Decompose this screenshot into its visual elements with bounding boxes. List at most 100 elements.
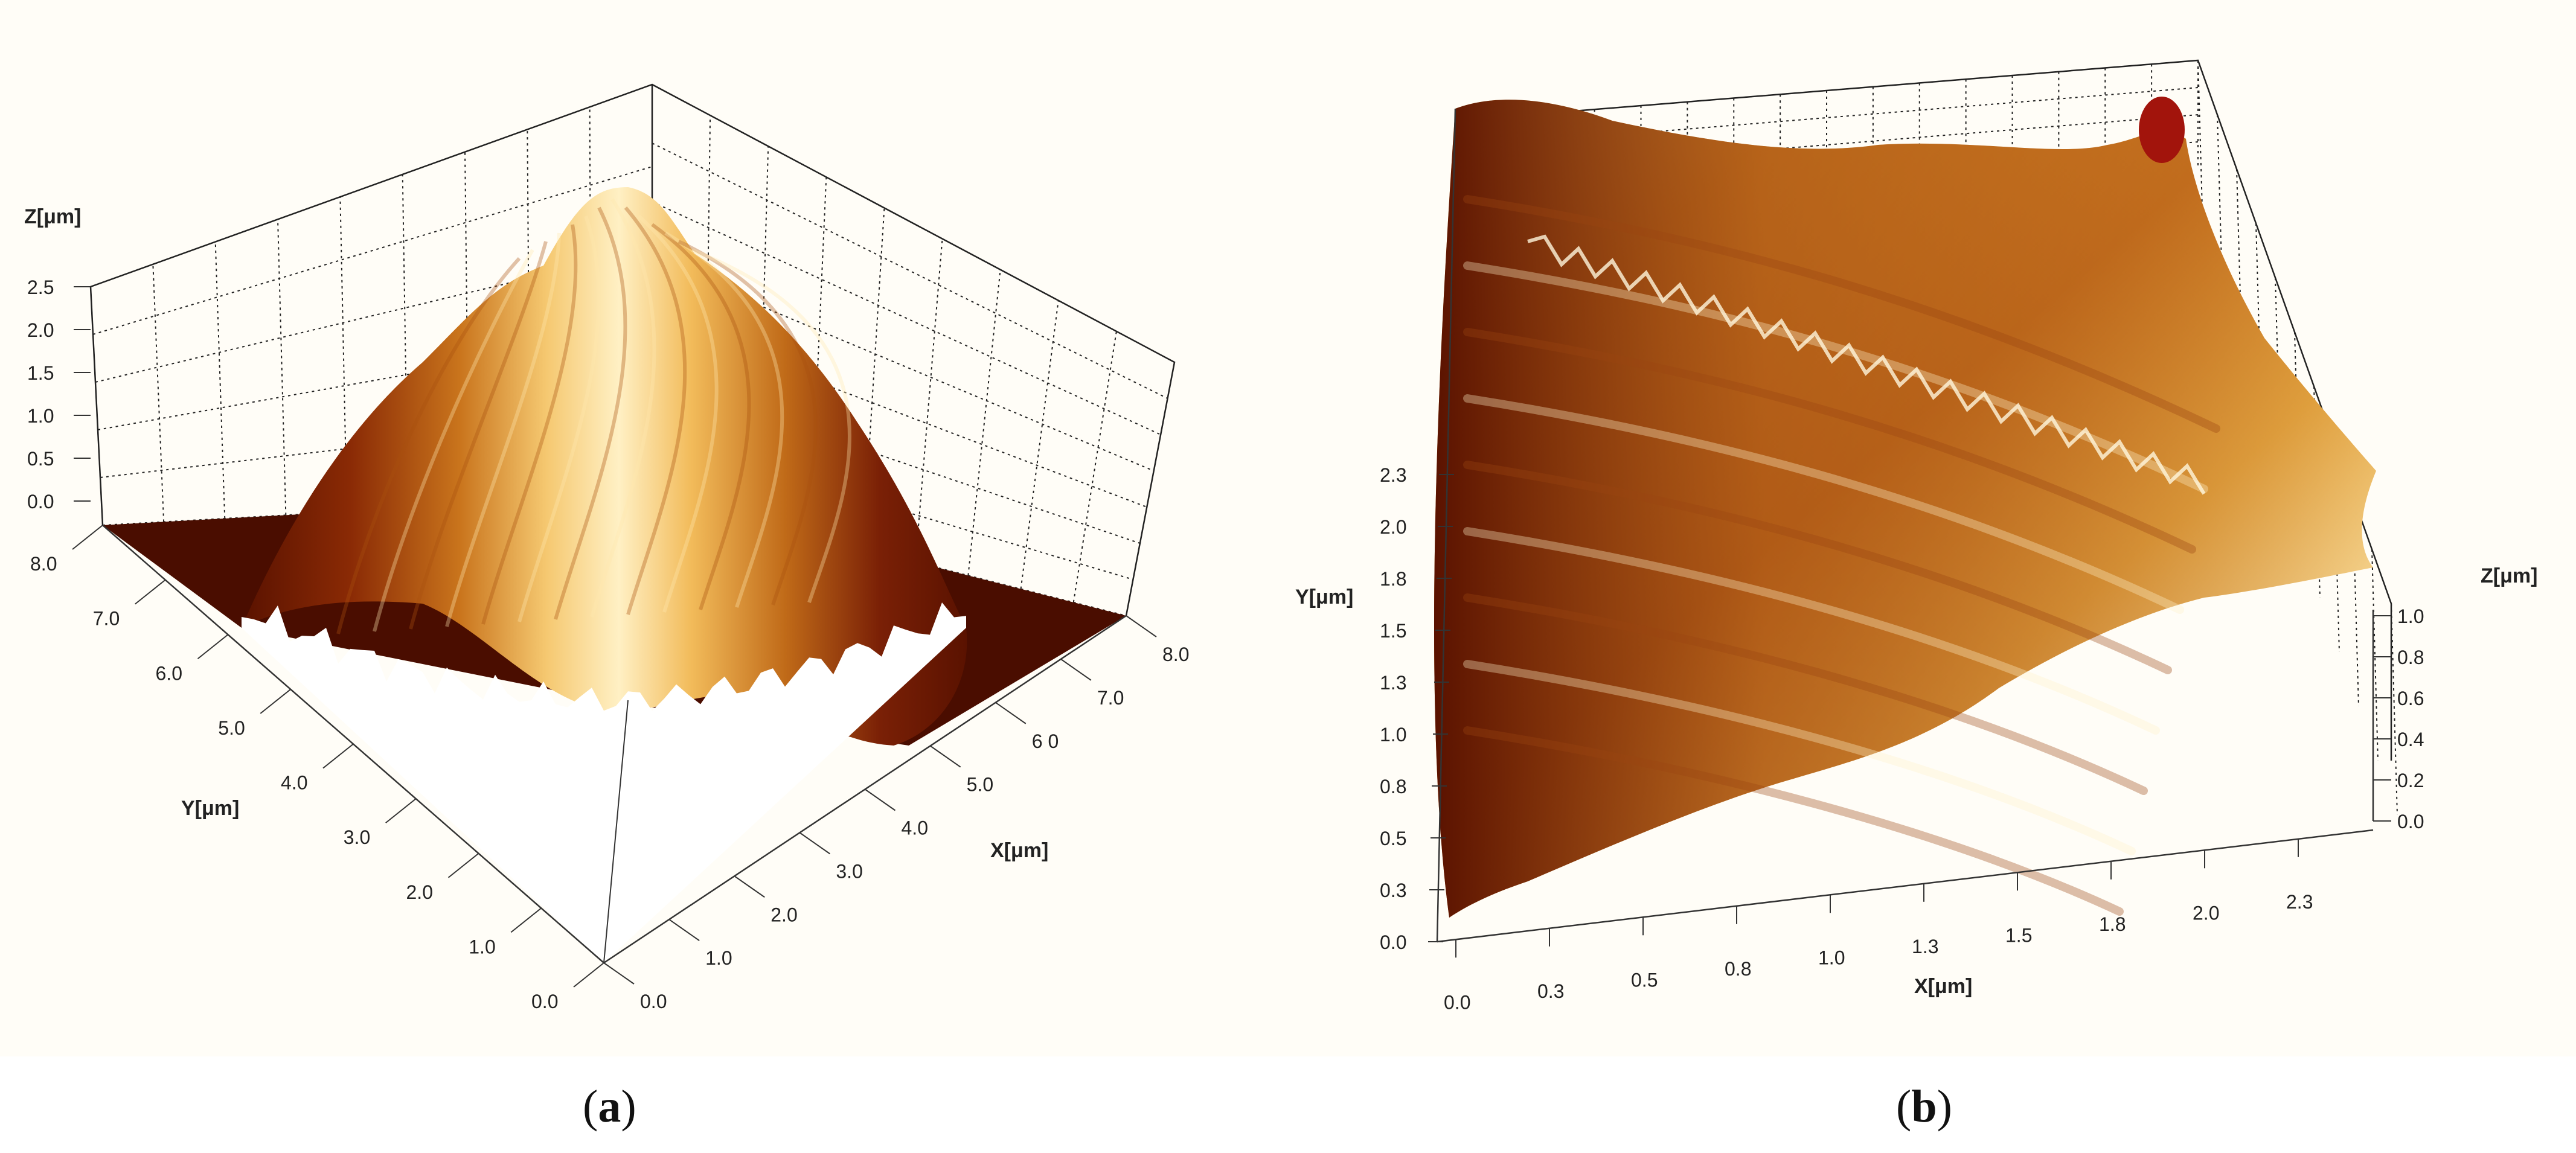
grid-line-a-backleft-v: [214, 241, 226, 519]
y-tick-label-a: 5.0: [218, 717, 245, 739]
y-tick-a: [510, 907, 542, 933]
grid-line-a-backright-h: [652, 318, 1147, 508]
y-tick-a: [322, 743, 354, 769]
y-tick-label-b: 2.3: [1380, 464, 1406, 486]
surface-a-streak: [678, 240, 818, 605]
y-tick-a: [197, 634, 229, 660]
surface-b-ridge: [1463, 328, 2196, 554]
x-tick-a: [930, 745, 961, 768]
y-tick-label-a: 3.0: [344, 826, 370, 848]
z-tick-label-b: 1.0: [2397, 605, 2424, 627]
x-tick-label-a: 4.0: [902, 817, 928, 839]
x-tick-label-a: 3.0: [836, 860, 862, 882]
chart-a-ticks: 0.0 1.0 2.0 3.0 4.0 5.0 6 0 7.0 8.0 0.0 1.0 2.0 3.0 4…: [27, 276, 1189, 1012]
surface-a-streak: [445, 232, 561, 627]
grid-line-b-right-v: [2371, 549, 2379, 761]
y-tick-a: [385, 798, 417, 823]
surface-b-peak-spot: [2139, 97, 2185, 163]
y-tick-label-b: 1.5: [1380, 620, 1406, 642]
chart-b-surface: [1434, 97, 2376, 918]
surface-b-ridge: [1463, 461, 2172, 674]
grid-line-a-backleft-v: [277, 219, 287, 516]
chart-a-surface: [103, 187, 1126, 963]
x-tick-label-b: 2.0: [2193, 902, 2219, 924]
y-tick-label-b: 2.0: [1380, 516, 1406, 538]
x-tick-label-b: 1.0: [1818, 947, 1845, 968]
surface-a-ridge: [242, 187, 967, 746]
y-tick-a: [260, 689, 291, 714]
surface-a-streak: [517, 216, 601, 622]
grid-line-b-right-v: [2391, 603, 2398, 816]
x-tick-label-b: 0.3: [1537, 980, 1564, 1002]
surface-a-streak: [624, 206, 687, 615]
grid-line-a-backright-h: [652, 201, 1161, 435]
y-tick-label-b: 1.0: [1380, 724, 1406, 746]
x-tick-a: [603, 962, 635, 985]
box-outline-b: [1455, 59, 2392, 761]
x-tick-label-a: 5.0: [967, 774, 993, 796]
surface-a-streak: [409, 241, 548, 630]
z-tick-label-b: 0.2: [2397, 770, 2424, 791]
x-tick-label-b: 1.8: [2099, 913, 2126, 935]
grid-line-a-backright-v: [862, 208, 885, 549]
surface-a-streak: [554, 206, 627, 620]
y-tick-label-a: 1.0: [469, 936, 495, 957]
x-tick-label-a: 8.0: [1162, 644, 1189, 665]
x-tick-label-a: 2.0: [771, 904, 797, 925]
x-tick-label-a: 1.0: [705, 947, 732, 969]
x-tick-a: [668, 919, 700, 941]
chart-b-ticks: 0.0 0.3 0.5 0.8 1.0 1.3 1.5 1.8 2.0 2.3 0.0 0.3 0.5 0…: [1380, 464, 2424, 1013]
z-tick-label-b: 0.4: [2397, 729, 2424, 750]
chart-b-svg: 0.0 0.3 0.5 0.8 1.0 1.3 1.5 1.8 2.0 2.3 0.0 0.3 0.5 0…: [1274, 0, 2576, 1056]
chart-b-zlabel: Z[μm]: [2481, 564, 2537, 587]
surface-b-ridge: [1463, 726, 2124, 916]
x-tick-a: [1126, 615, 1157, 637]
surface-a-streak: [336, 257, 521, 634]
y-tick-label-a: 8.0: [30, 553, 57, 575]
x-tick-a: [995, 701, 1027, 724]
y-tick-a: [573, 962, 604, 988]
x-tick-label-b: 0.8: [1725, 958, 1751, 980]
surface-b-ridge: [1463, 660, 2136, 855]
x-tick-label-b: 2.3: [2286, 891, 2313, 913]
surface-a-streak: [651, 223, 751, 610]
grid-line-a-backleft-v: [339, 197, 348, 512]
surface-b-ridge: [1463, 527, 2160, 735]
y-tick-label-a: 6.0: [156, 662, 182, 684]
surface-a-streak: [637, 214, 719, 613]
z-tick-label-b: 0.6: [2397, 688, 2424, 709]
x-tick-label-b: 0.5: [1631, 969, 1658, 991]
y-tick-label-b: 0.3: [1380, 880, 1406, 901]
z-tick-label-a: 0.5: [27, 448, 54, 470]
x-tick-a: [1060, 659, 1092, 681]
surface-b-ridge: [1463, 195, 2220, 433]
panel-a-caption: (a): [583, 1081, 636, 1132]
z-tick-label-b: 0.8: [2397, 647, 2424, 668]
x-tick-label-b: 1.3: [1912, 936, 1938, 957]
chart-b-axes: [1436, 108, 2374, 943]
z-tick-label-a: 0.0: [27, 491, 54, 513]
x-tick-a: [799, 832, 830, 855]
z-tick-label-a: 1.5: [27, 362, 54, 384]
y-tick-label-b: 1.3: [1380, 672, 1406, 694]
surface-a-streak: [691, 248, 851, 603]
z-tick-label-a: 2.5: [27, 276, 54, 298]
y-tick-label-b: 0.8: [1380, 776, 1406, 797]
x-tick-a: [734, 875, 765, 898]
x-axis-b: [1437, 829, 2374, 943]
y-tick-a: [135, 579, 166, 605]
grid-line-a-backright-v: [1020, 300, 1059, 589]
grid-line-a-backleft-v: [152, 264, 165, 522]
chart-a-ylabel: Y[μm]: [181, 797, 239, 820]
x-tick-label-a: 0.0: [640, 991, 667, 1012]
y-tick-a: [447, 852, 479, 878]
chart-panel-b: 0.0 0.3 0.5 0.8 1.0 1.3 1.5 1.8 2.0 2.3 0.0 0.3 0.5 0…: [1274, 0, 2576, 1153]
grid-line-b-right-v: [2352, 494, 2359, 707]
y-tick-label-b: 0.5: [1380, 828, 1406, 849]
grid-line-a-backleft-v: [589, 107, 592, 499]
chart-b-xlabel: X[μm]: [1914, 975, 1972, 998]
chart-panel-a: 0.0 1.0 2.0 3.0 4.0 5.0 6 0 7.0 8.0 0.0 1.0 2.0 3.0 4…: [0, 0, 1274, 1153]
y-axis-b: [1436, 108, 1456, 942]
x-tick-a: [864, 788, 896, 811]
grid-line-a-backright-h: [652, 435, 1133, 580]
